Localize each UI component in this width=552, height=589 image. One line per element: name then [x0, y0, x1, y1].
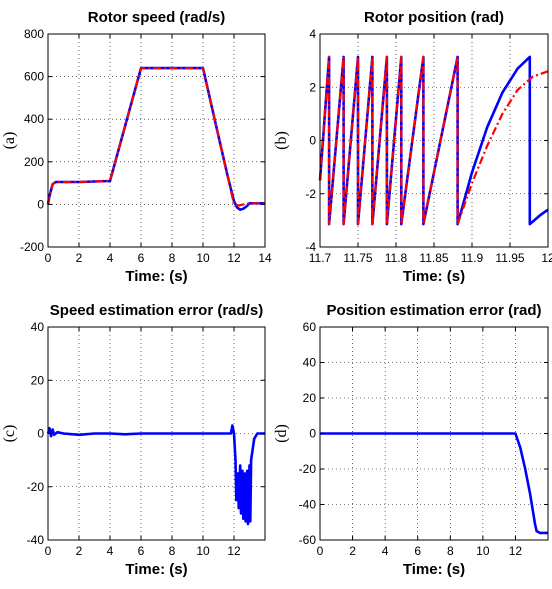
- y-tick-label: 0: [37, 197, 44, 211]
- x-tick-label: 11.95: [495, 251, 524, 265]
- x-tick-label: 6: [138, 251, 145, 265]
- axes-frame: [47, 33, 266, 248]
- y-tick-label: 600: [24, 70, 44, 84]
- x-axis-label: Time: (s): [125, 268, 187, 285]
- y-tick-label: 20: [303, 391, 317, 405]
- y-tick-label: -60: [299, 533, 317, 547]
- chart-title: Rotor position (rad): [364, 9, 504, 26]
- plot-area: [48, 34, 265, 247]
- x-tick-label: 8: [169, 544, 176, 558]
- x-axis-label: Time: (s): [403, 268, 465, 285]
- x-tick-label: 4: [107, 544, 114, 558]
- y-tick-label: 20: [31, 373, 45, 387]
- x-tick-label: 0: [45, 251, 52, 265]
- x-tick-label: 10: [196, 251, 210, 265]
- y-tick-label: 200: [24, 155, 44, 169]
- x-tick-label: 12: [509, 544, 523, 558]
- x-tick-label: 11.8: [385, 251, 408, 265]
- x-tick-label: 11.75: [343, 251, 372, 265]
- x-tick-label: 8: [447, 544, 454, 558]
- plot-area: [320, 34, 548, 247]
- y-tick-label: -200: [20, 240, 44, 254]
- y-tick-label: -2: [305, 187, 316, 201]
- series-line-1: [46, 424, 265, 526]
- chart-title: Rotor speed (rad/s): [88, 9, 226, 26]
- y-tick-label: 0: [37, 427, 44, 441]
- series-line-2: [318, 55, 549, 226]
- x-tick-label: 12: [541, 251, 552, 265]
- y-tick-label: 400: [24, 112, 44, 126]
- x-tick-label: 10: [196, 544, 210, 558]
- y-tick-label: 4: [309, 27, 316, 41]
- x-tick-label: 0: [45, 544, 52, 558]
- y-tick-label: -20: [299, 462, 317, 476]
- y-tick-label: -20: [27, 480, 45, 494]
- y-tick-label: 800: [24, 27, 44, 41]
- y-tick-label: 2: [309, 80, 316, 94]
- y-tick-label: -40: [299, 498, 317, 512]
- x-tick-label: 12: [227, 544, 241, 558]
- panel-label: (b): [273, 131, 290, 150]
- y-tick-label: 60: [303, 320, 317, 334]
- x-axis-label: Time: (s): [403, 561, 465, 578]
- x-tick-label: 10: [476, 544, 490, 558]
- panel-3: 0 2 4 6 8 10 12 -40 -20 0 20 40 Speed estimation err…: [1, 302, 266, 578]
- x-axis-label: Time: (s): [125, 561, 187, 578]
- x-tick-label: 14: [258, 251, 272, 265]
- y-tick-label: 40: [31, 320, 45, 334]
- chart-title: Position estimation error (rad): [326, 302, 541, 319]
- x-tick-label: 6: [138, 544, 145, 558]
- series-line-2: [46, 66, 265, 207]
- x-tick-label: 4: [107, 251, 114, 265]
- panel-label: (c): [1, 425, 18, 443]
- x-tick-label: 6: [414, 544, 421, 558]
- y-tick-label: 0: [309, 134, 316, 148]
- y-tick-label: -40: [27, 533, 45, 547]
- panel-label: (d): [273, 424, 290, 443]
- panel-label: (a): [1, 132, 18, 150]
- x-tick-label: 2: [349, 544, 356, 558]
- series-line-1: [320, 432, 548, 535]
- x-tick-label: 11.9: [461, 251, 484, 265]
- x-tick-label: 12: [227, 251, 241, 265]
- x-tick-label: 2: [76, 251, 83, 265]
- x-tick-label: 8: [169, 251, 176, 265]
- panel-4: 0 2 4 6 8 10 12 -60 -40 -20 0 20 40 60 Position estima…: [273, 302, 549, 578]
- y-tick-label: -4: [305, 240, 316, 254]
- x-tick-label: 11.85: [419, 251, 448, 265]
- x-tick-label: 2: [76, 544, 83, 558]
- chart-title: Speed estimation error (rad/s): [50, 302, 263, 319]
- y-tick-label: 40: [303, 356, 317, 370]
- x-tick-label: 11.7: [309, 251, 332, 265]
- x-tick-label: 0: [317, 544, 324, 558]
- y-tick-label: 0: [309, 427, 316, 441]
- x-tick-label: 4: [382, 544, 389, 558]
- panel-2: 11.7 11.75 11.8 11.85 11.9 11.95 12 -4 -2 0 2 4 Roto…: [273, 9, 552, 285]
